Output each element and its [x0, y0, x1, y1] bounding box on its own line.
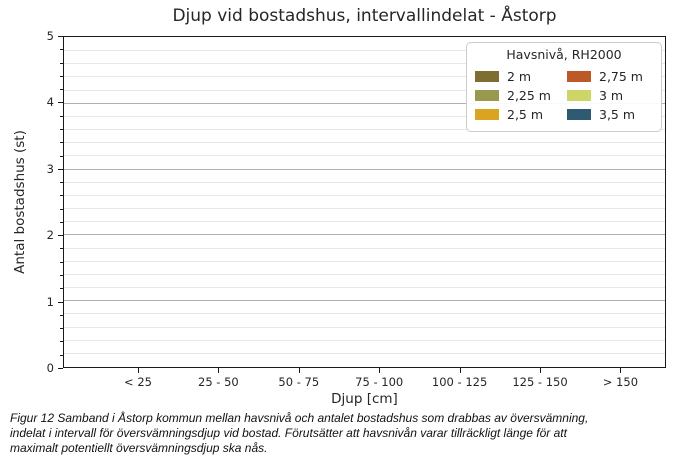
y-minor-gridline [64, 352, 665, 354]
y-major-tick [58, 36, 63, 37]
legend-item-label: 3,5 m [599, 107, 636, 122]
x-tick [298, 368, 300, 373]
y-minor-tick [60, 75, 63, 77]
x-tick [459, 368, 461, 373]
y-minor-gridline [64, 247, 665, 249]
y-minor-tick [60, 115, 63, 117]
legend-swatch [475, 90, 499, 101]
x-tick [138, 368, 139, 373]
y-major-gridline [64, 102, 665, 104]
y-minor-gridline [64, 142, 665, 144]
caption-line: indelat i intervall för översvämningsdju… [10, 426, 567, 440]
y-minor-gridline [64, 155, 665, 157]
y-minor-gridline [64, 76, 665, 78]
y-minor-gridline [64, 339, 665, 341]
y-major-tick [58, 301, 63, 303]
y-minor-gridline [64, 115, 665, 117]
y-major-gridline [64, 234, 665, 236]
y-minor-gridline [64, 181, 665, 183]
x-axis-label: Djup [cm] [331, 391, 398, 407]
x-tick [620, 368, 622, 373]
y-minor-gridline [64, 63, 665, 65]
y-minor-gridline [64, 221, 665, 223]
y-minor-tick [60, 62, 63, 64]
chart-title: Djup vid bostadshus, intervallindelat - … [172, 6, 557, 26]
caption-line: maximalt potentiellt översvämningsdjup s… [10, 441, 268, 455]
y-major-tick [58, 368, 63, 369]
legend-item: 2,75 m [567, 67, 653, 86]
y-tick-label: 5 [46, 29, 54, 43]
legend-swatch [567, 109, 591, 120]
x-tick-label: > 150 [602, 375, 639, 389]
legend-item-label: 3 m [599, 88, 624, 103]
y-minor-gridline [64, 50, 665, 52]
legend-item: 3,5 m [567, 105, 653, 124]
y-major-gridline [64, 300, 665, 302]
legend-item-label: 2,5 m [507, 107, 544, 122]
y-tick-label: 3 [46, 161, 54, 176]
y-minor-gridline [64, 273, 665, 275]
y-minor-tick [60, 208, 63, 210]
y-tick-label: 2 [46, 228, 54, 243]
legend-swatch [475, 109, 499, 120]
y-minor-tick [60, 195, 63, 197]
y-minor-tick [60, 261, 63, 263]
x-tick-label: 75 - 100 [355, 375, 404, 389]
y-minor-gridline [64, 260, 665, 262]
legend-item-label: 2,25 m [507, 88, 551, 103]
y-tick-label: 0 [46, 361, 54, 375]
y-major-tick [58, 102, 63, 104]
legend-item: 3 m [567, 86, 653, 105]
y-minor-tick [60, 341, 63, 343]
x-tick-label: < 25 [124, 375, 152, 389]
legend-item-label: 2,75 m [599, 69, 643, 84]
y-tick-label: 1 [46, 294, 54, 309]
caption-line: Figur 12 Samband i Åstorp kommun mellan … [10, 411, 589, 425]
y-minor-gridline [64, 326, 665, 328]
legend-swatch [567, 71, 591, 82]
y-tick-label: 4 [46, 95, 54, 110]
legend-title: Havsnivå, RH2000 [506, 47, 622, 62]
y-minor-tick [60, 288, 63, 290]
x-tick [540, 368, 541, 373]
y-minor-tick [60, 142, 63, 144]
legend-swatch [475, 71, 499, 82]
y-minor-tick [60, 354, 63, 356]
y-axis-label: Antal bostadshus (st) [12, 130, 28, 274]
legend-item-label: 2 m [507, 69, 532, 84]
x-tick [379, 368, 381, 373]
y-minor-gridline [64, 194, 665, 196]
y-minor-tick [60, 128, 63, 130]
legend-swatch [567, 90, 591, 101]
y-minor-tick [60, 89, 63, 91]
y-minor-gridline [64, 89, 665, 91]
legend: Havsnivå, RH2000 2 m 2,25 m 2,5 m 2,75 m 3 m… [466, 42, 662, 132]
x-tick-label: 25 - 50 [198, 375, 239, 389]
y-minor-tick [60, 221, 63, 223]
y-major-gridline [64, 168, 665, 170]
x-tick-label: 50 - 75 [278, 375, 320, 389]
y-minor-tick [60, 275, 63, 277]
y-major-tick [58, 235, 63, 237]
y-minor-tick [60, 155, 63, 157]
x-tick-label: 100 - 125 [431, 375, 488, 389]
legend-item: 2 m [475, 67, 561, 86]
y-minor-gridline [64, 129, 665, 131]
y-minor-tick [60, 314, 63, 316]
y-minor-tick [60, 328, 63, 330]
y-minor-gridline [64, 208, 665, 210]
figure-caption: Figur 12 Samband i Åstorp kommun mellan … [10, 411, 690, 456]
y-minor-tick [60, 49, 63, 51]
y-minor-tick [60, 182, 63, 184]
legend-item: 2,25 m [475, 86, 561, 105]
x-tick-label: 125 - 150 [512, 375, 568, 389]
y-major-tick [58, 168, 63, 170]
y-minor-gridline [64, 313, 665, 315]
y-minor-gridline [64, 287, 665, 289]
legend-item: 2,5 m [475, 105, 561, 124]
x-tick [218, 368, 220, 373]
legend-grid: 2 m 2,25 m 2,5 m 2,75 m 3 m 3,5 m [475, 67, 653, 124]
y-minor-tick [60, 248, 63, 250]
